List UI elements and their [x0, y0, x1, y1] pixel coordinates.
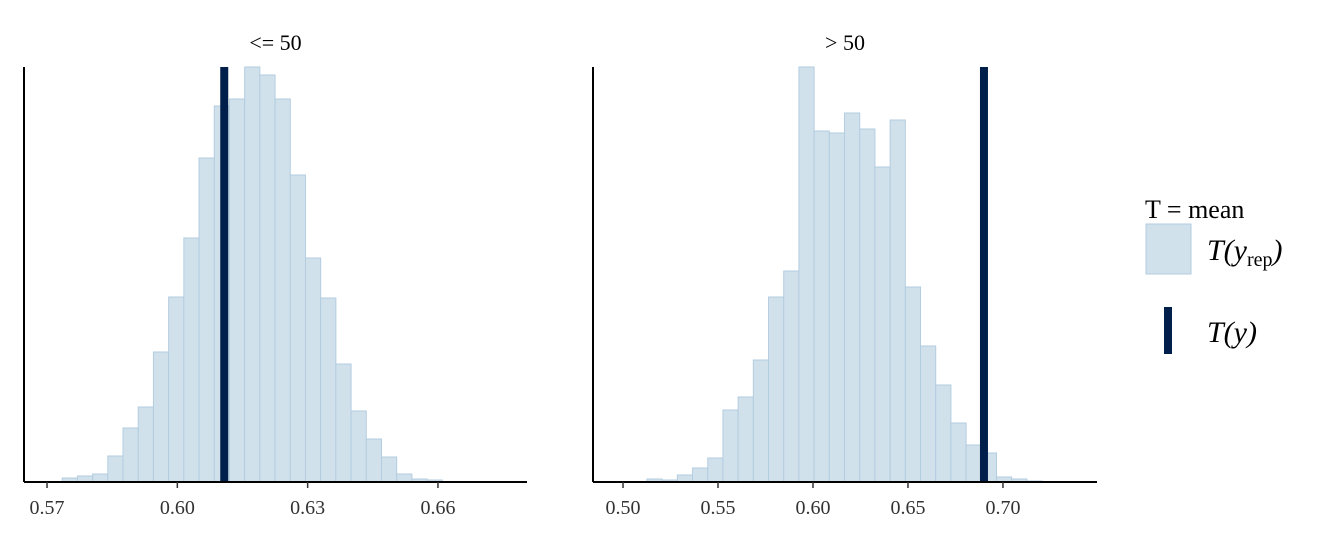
bar — [768, 296, 785, 483]
bar — [707, 457, 724, 483]
stat-line — [220, 67, 229, 482]
bar — [676, 474, 694, 483]
panel-title: <= 50 — [249, 30, 301, 55]
bar — [380, 456, 398, 483]
bar — [844, 112, 861, 483]
bar — [365, 438, 382, 483]
legend-title: T = mean — [1145, 195, 1244, 224]
x-tick-label: 0.60 — [160, 497, 195, 519]
x-tick-label: 0.70 — [985, 497, 1020, 519]
bar — [228, 98, 246, 483]
legend-label-sub: rep — [1247, 249, 1273, 271]
bar — [122, 427, 139, 483]
bar — [244, 66, 261, 483]
bar — [274, 98, 291, 483]
legend-label-main: T(y — [1207, 316, 1248, 349]
x-tick-label: 0.65 — [890, 497, 925, 519]
bar — [168, 296, 185, 483]
legend-label-main: T(y — [1207, 234, 1248, 267]
stat-line — [979, 67, 988, 482]
x-tick-label: 0.63 — [290, 497, 325, 519]
bar — [813, 130, 830, 483]
bar — [722, 409, 739, 483]
x-tick-label: 0.60 — [795, 497, 830, 519]
legend-label: T(y) — [1207, 316, 1257, 349]
legend-label-close: ) — [1245, 316, 1257, 349]
bar — [828, 132, 846, 483]
bar — [904, 286, 922, 483]
bar — [335, 363, 352, 483]
bar — [783, 270, 800, 483]
legend-swatch — [1164, 307, 1172, 354]
bar — [874, 166, 891, 483]
legend-label-close: ) — [1271, 234, 1283, 267]
x-tick-label: 0.57 — [30, 497, 65, 519]
legend-swatch — [1145, 223, 1192, 275]
bar — [289, 174, 306, 483]
bar — [859, 128, 876, 483]
bar — [137, 406, 154, 483]
bar — [152, 351, 170, 483]
bar — [320, 297, 337, 483]
bar — [183, 237, 200, 483]
bar — [737, 396, 754, 483]
bar — [350, 410, 367, 483]
bar — [752, 359, 770, 483]
x-tick-label: 0.50 — [606, 497, 641, 519]
x-tick-label: 0.55 — [701, 497, 736, 519]
bar — [692, 467, 709, 483]
bar — [304, 257, 322, 483]
legend-label: T(yrep) — [1207, 234, 1283, 271]
bar — [935, 384, 952, 483]
panel-title: > 50 — [825, 30, 865, 55]
x-tick-label: 0.66 — [420, 497, 455, 519]
bar — [198, 157, 215, 483]
bar — [396, 473, 413, 483]
bar — [889, 119, 906, 483]
bar — [798, 66, 815, 483]
bar — [950, 422, 967, 483]
bar — [92, 473, 109, 483]
bar — [965, 444, 982, 483]
bar — [920, 345, 937, 483]
bar — [259, 74, 276, 483]
bar — [107, 455, 124, 483]
